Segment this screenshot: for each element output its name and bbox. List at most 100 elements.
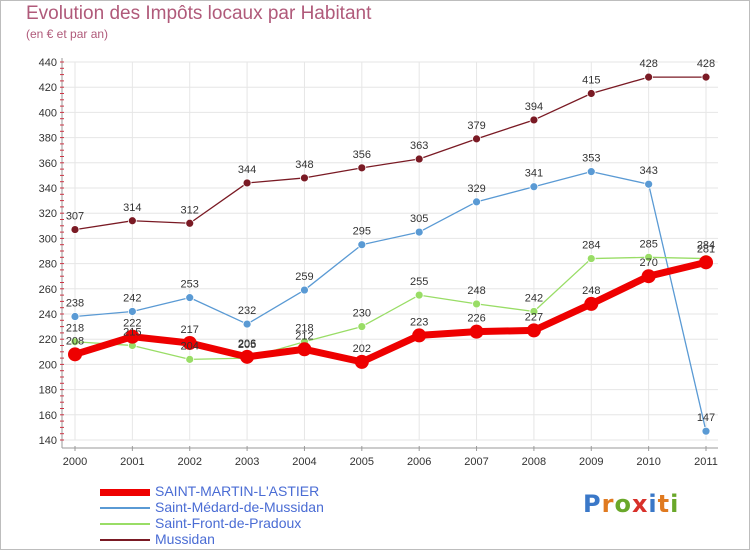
data-label: 285 xyxy=(639,238,657,250)
data-point xyxy=(185,354,195,364)
data-point xyxy=(584,296,599,311)
data-label: 238 xyxy=(66,298,84,310)
legend-label: Saint-Front-de-Pradoux xyxy=(155,515,302,531)
y-tick-label: 340 xyxy=(39,183,57,195)
series-line-saint-martin-l-astier xyxy=(71,258,710,366)
x-tick-label: 2007 xyxy=(464,456,488,468)
data-point xyxy=(357,240,367,250)
data-label: 227 xyxy=(525,311,543,323)
data-label: 428 xyxy=(697,58,715,70)
y-tick-label: 200 xyxy=(39,359,57,371)
data-label: 226 xyxy=(467,313,485,325)
x-tick-label: 2006 xyxy=(407,456,431,468)
data-point xyxy=(586,254,596,263)
y-tick-label: 440 xyxy=(39,57,57,69)
data-point xyxy=(357,322,367,332)
data-label: 223 xyxy=(410,316,428,328)
data-point xyxy=(526,323,541,338)
y-tick-label: 220 xyxy=(39,334,57,346)
y-tick-labels: 140 160 180 200 220 240 260 280 300 320 340 360 380 4… xyxy=(39,57,57,447)
data-point xyxy=(699,255,713,270)
data-point xyxy=(70,337,80,347)
data-labels: 307 314 312 344 348 356 363 379 394 415 428 428 238 2… xyxy=(66,58,715,424)
data-point xyxy=(644,72,654,82)
x-tick-label: 2000 xyxy=(63,456,87,468)
legend-label: Mussidan xyxy=(155,531,215,547)
data-point xyxy=(68,347,82,362)
data-point xyxy=(70,225,80,234)
logo-letter: t xyxy=(657,490,671,518)
series-line-saint-front-de-pradoux xyxy=(74,256,707,361)
data-label: 307 xyxy=(66,211,84,223)
data-point xyxy=(586,89,596,98)
data-point xyxy=(529,182,539,192)
data-label: 259 xyxy=(295,271,313,283)
x-tick-label: 2001 xyxy=(120,456,144,468)
data-label: 284 xyxy=(697,240,715,252)
chart-subtitle: (en € et par an) xyxy=(26,27,109,41)
data-point xyxy=(242,178,252,188)
data-label: 341 xyxy=(525,168,543,180)
x-tick-label: 2002 xyxy=(177,456,201,468)
data-point xyxy=(414,227,424,237)
data-point xyxy=(185,293,195,303)
x-tick-label: 2003 xyxy=(235,456,259,468)
data-label: 314 xyxy=(123,202,141,214)
x-tick-label: 2010 xyxy=(636,456,660,468)
x-tick-label: 2011 xyxy=(694,456,718,468)
y-tick-label: 280 xyxy=(39,259,57,271)
data-label: 344 xyxy=(238,164,256,176)
data-label: 253 xyxy=(181,279,199,291)
data-label: 206 xyxy=(238,338,256,350)
data-point xyxy=(70,312,80,321)
data-label: 415 xyxy=(582,75,600,87)
data-label: 348 xyxy=(295,159,313,171)
grid xyxy=(62,61,718,441)
data-label: 356 xyxy=(353,149,371,161)
data-point xyxy=(641,269,656,284)
data-label: 428 xyxy=(639,58,657,70)
data-point xyxy=(472,299,481,309)
legend-swatch xyxy=(100,507,150,509)
data-point xyxy=(701,426,711,436)
legend-swatch xyxy=(100,523,150,525)
y-tick-label: 260 xyxy=(39,284,57,296)
data-point xyxy=(469,324,484,339)
logo-letter: i xyxy=(670,490,680,518)
y-tick-label: 380 xyxy=(39,133,57,145)
logo-letter: i xyxy=(648,490,658,518)
data-point xyxy=(354,354,369,369)
data-point xyxy=(185,218,195,228)
data-label: 232 xyxy=(238,305,256,317)
logo-letter: r xyxy=(601,490,615,518)
data-point xyxy=(701,72,711,82)
y-tick-label: 420 xyxy=(39,82,57,94)
data-label: 394 xyxy=(525,101,543,113)
data-label: 202 xyxy=(353,343,371,355)
y-tick-label: 140 xyxy=(39,435,57,447)
data-label: 363 xyxy=(410,140,428,152)
data-label: 248 xyxy=(582,285,600,297)
data-label: 312 xyxy=(181,204,199,216)
x-tick-label: 2005 xyxy=(350,456,374,468)
y-tick-label: 360 xyxy=(39,158,57,170)
data-label: 217 xyxy=(181,324,199,336)
logo-letter: P xyxy=(583,490,602,518)
data-point xyxy=(297,342,312,357)
data-label: 284 xyxy=(582,240,600,252)
data-point xyxy=(127,216,137,226)
series-line-saint-m-dard-de-mussidan xyxy=(74,170,707,432)
logo-letter: x xyxy=(631,490,649,518)
data-point xyxy=(240,349,255,364)
data-label: 295 xyxy=(353,226,371,238)
data-point xyxy=(644,179,654,189)
data-label: 248 xyxy=(467,285,485,297)
data-point xyxy=(644,252,654,262)
data-label: 242 xyxy=(123,292,141,304)
data-label: 353 xyxy=(582,153,600,165)
chart-title: Evolution des Impôts locaux par Habitant xyxy=(26,3,372,24)
data-label: 305 xyxy=(410,213,428,225)
legend-swatch xyxy=(100,539,150,541)
data-label: 215 xyxy=(123,327,141,339)
